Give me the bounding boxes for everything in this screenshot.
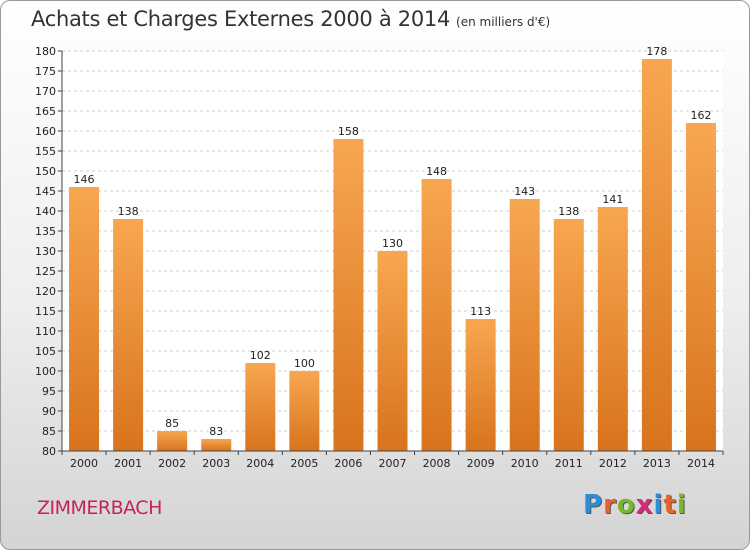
y-tick-label: 180 bbox=[35, 45, 56, 58]
logo-letter: t bbox=[663, 490, 677, 520]
bar-2009 bbox=[465, 319, 496, 451]
bar-2000 bbox=[69, 187, 100, 451]
y-tick-label: 115 bbox=[35, 305, 56, 318]
x-tick-label: 2005 bbox=[290, 457, 318, 470]
x-tick-label: 2007 bbox=[379, 457, 407, 470]
logo-letter: r bbox=[603, 490, 617, 520]
bar-2005 bbox=[289, 371, 320, 451]
data-label: 146 bbox=[74, 173, 95, 186]
data-label: 141 bbox=[602, 193, 623, 206]
y-axis-ticks: 80 85 90 95 100 105 110 115 120 125 130 135 140 145 15… bbox=[35, 45, 62, 458]
bar-2011 bbox=[553, 219, 584, 451]
data-label: 178 bbox=[646, 45, 667, 58]
data-labels: 146 138 85 83 102 100 158 130 148 113 143 138 141 178… bbox=[74, 45, 712, 438]
logo-letter: i bbox=[676, 490, 687, 520]
x-tick-label: 2003 bbox=[202, 457, 230, 470]
bar-2002 bbox=[157, 431, 188, 451]
y-tick-label: 85 bbox=[42, 425, 56, 438]
y-tick-label: 170 bbox=[35, 85, 56, 98]
bar-2007 bbox=[377, 251, 408, 451]
bar-2001 bbox=[113, 219, 144, 451]
x-tick-label: 2009 bbox=[467, 457, 495, 470]
data-label: 138 bbox=[558, 205, 579, 218]
y-tick-label: 80 bbox=[42, 445, 56, 458]
bar-2003 bbox=[201, 439, 232, 451]
y-tick-label: 165 bbox=[35, 105, 56, 118]
y-tick-label: 90 bbox=[42, 405, 56, 418]
x-tick-label: 2001 bbox=[114, 457, 142, 470]
x-tick-label: 2006 bbox=[334, 457, 362, 470]
data-label: 102 bbox=[250, 349, 271, 362]
y-tick-label: 160 bbox=[35, 125, 56, 138]
x-tick-label: 2013 bbox=[643, 457, 671, 470]
y-tick-label: 155 bbox=[35, 145, 56, 158]
chart-title-text: Achats et Charges Externes 2000 à 2014 bbox=[31, 7, 451, 31]
chart-subtitle: (en milliers d'€) bbox=[456, 15, 551, 29]
y-tick-label: 130 bbox=[35, 245, 56, 258]
data-label: 113 bbox=[470, 305, 491, 318]
bar-2008 bbox=[421, 179, 452, 451]
x-tick-label: 2010 bbox=[511, 457, 539, 470]
data-label: 130 bbox=[382, 237, 403, 250]
bar-2014 bbox=[685, 123, 716, 451]
y-tick-label: 95 bbox=[42, 385, 56, 398]
logo-letter: P bbox=[583, 490, 604, 520]
y-tick-label: 145 bbox=[35, 185, 56, 198]
data-label: 143 bbox=[514, 185, 535, 198]
y-tick-label: 135 bbox=[35, 225, 56, 238]
y-tick-label: 105 bbox=[35, 345, 56, 358]
data-label: 158 bbox=[338, 125, 359, 138]
x-axis-ticks: 2000 2001 2002 2003 2004 2005 2006 2007 2008 2009… bbox=[61, 451, 724, 470]
commune-name: ZIMMERBACH bbox=[37, 497, 162, 519]
data-label: 138 bbox=[118, 205, 139, 218]
x-tick-label: 2008 bbox=[423, 457, 451, 470]
bar-2012 bbox=[597, 207, 628, 451]
bar-2004 bbox=[245, 363, 276, 451]
data-label: 148 bbox=[426, 165, 447, 178]
x-tick-label: 2000 bbox=[70, 457, 98, 470]
bar-2010 bbox=[509, 199, 540, 451]
logo-letter: i bbox=[653, 490, 664, 520]
x-tick-label: 2004 bbox=[246, 457, 274, 470]
y-tick-label: 175 bbox=[35, 65, 56, 78]
bar-2006 bbox=[333, 139, 364, 451]
y-tick-label: 140 bbox=[35, 205, 56, 218]
y-tick-label: 110 bbox=[35, 325, 56, 338]
x-tick-label: 2011 bbox=[555, 457, 583, 470]
x-tick-label: 2012 bbox=[599, 457, 627, 470]
proxiti-logo[interactable]: Proxiti bbox=[583, 490, 687, 520]
y-tick-label: 100 bbox=[35, 365, 56, 378]
bar-2013 bbox=[641, 59, 672, 451]
logo-letter: x bbox=[635, 490, 654, 520]
data-label: 162 bbox=[690, 109, 711, 122]
bars bbox=[69, 59, 716, 451]
y-tick-label: 150 bbox=[35, 165, 56, 178]
x-tick-label: 2014 bbox=[687, 457, 715, 470]
data-label: 83 bbox=[209, 425, 223, 438]
x-tick-label: 2002 bbox=[158, 457, 186, 470]
data-label: 85 bbox=[165, 417, 179, 430]
data-label: 100 bbox=[294, 357, 315, 370]
y-tick-label: 125 bbox=[35, 265, 56, 278]
chart-title: Achats et Charges Externes 2000 à 2014 (e… bbox=[31, 7, 550, 31]
y-tick-label: 120 bbox=[35, 285, 56, 298]
logo-letter: o bbox=[616, 490, 636, 520]
